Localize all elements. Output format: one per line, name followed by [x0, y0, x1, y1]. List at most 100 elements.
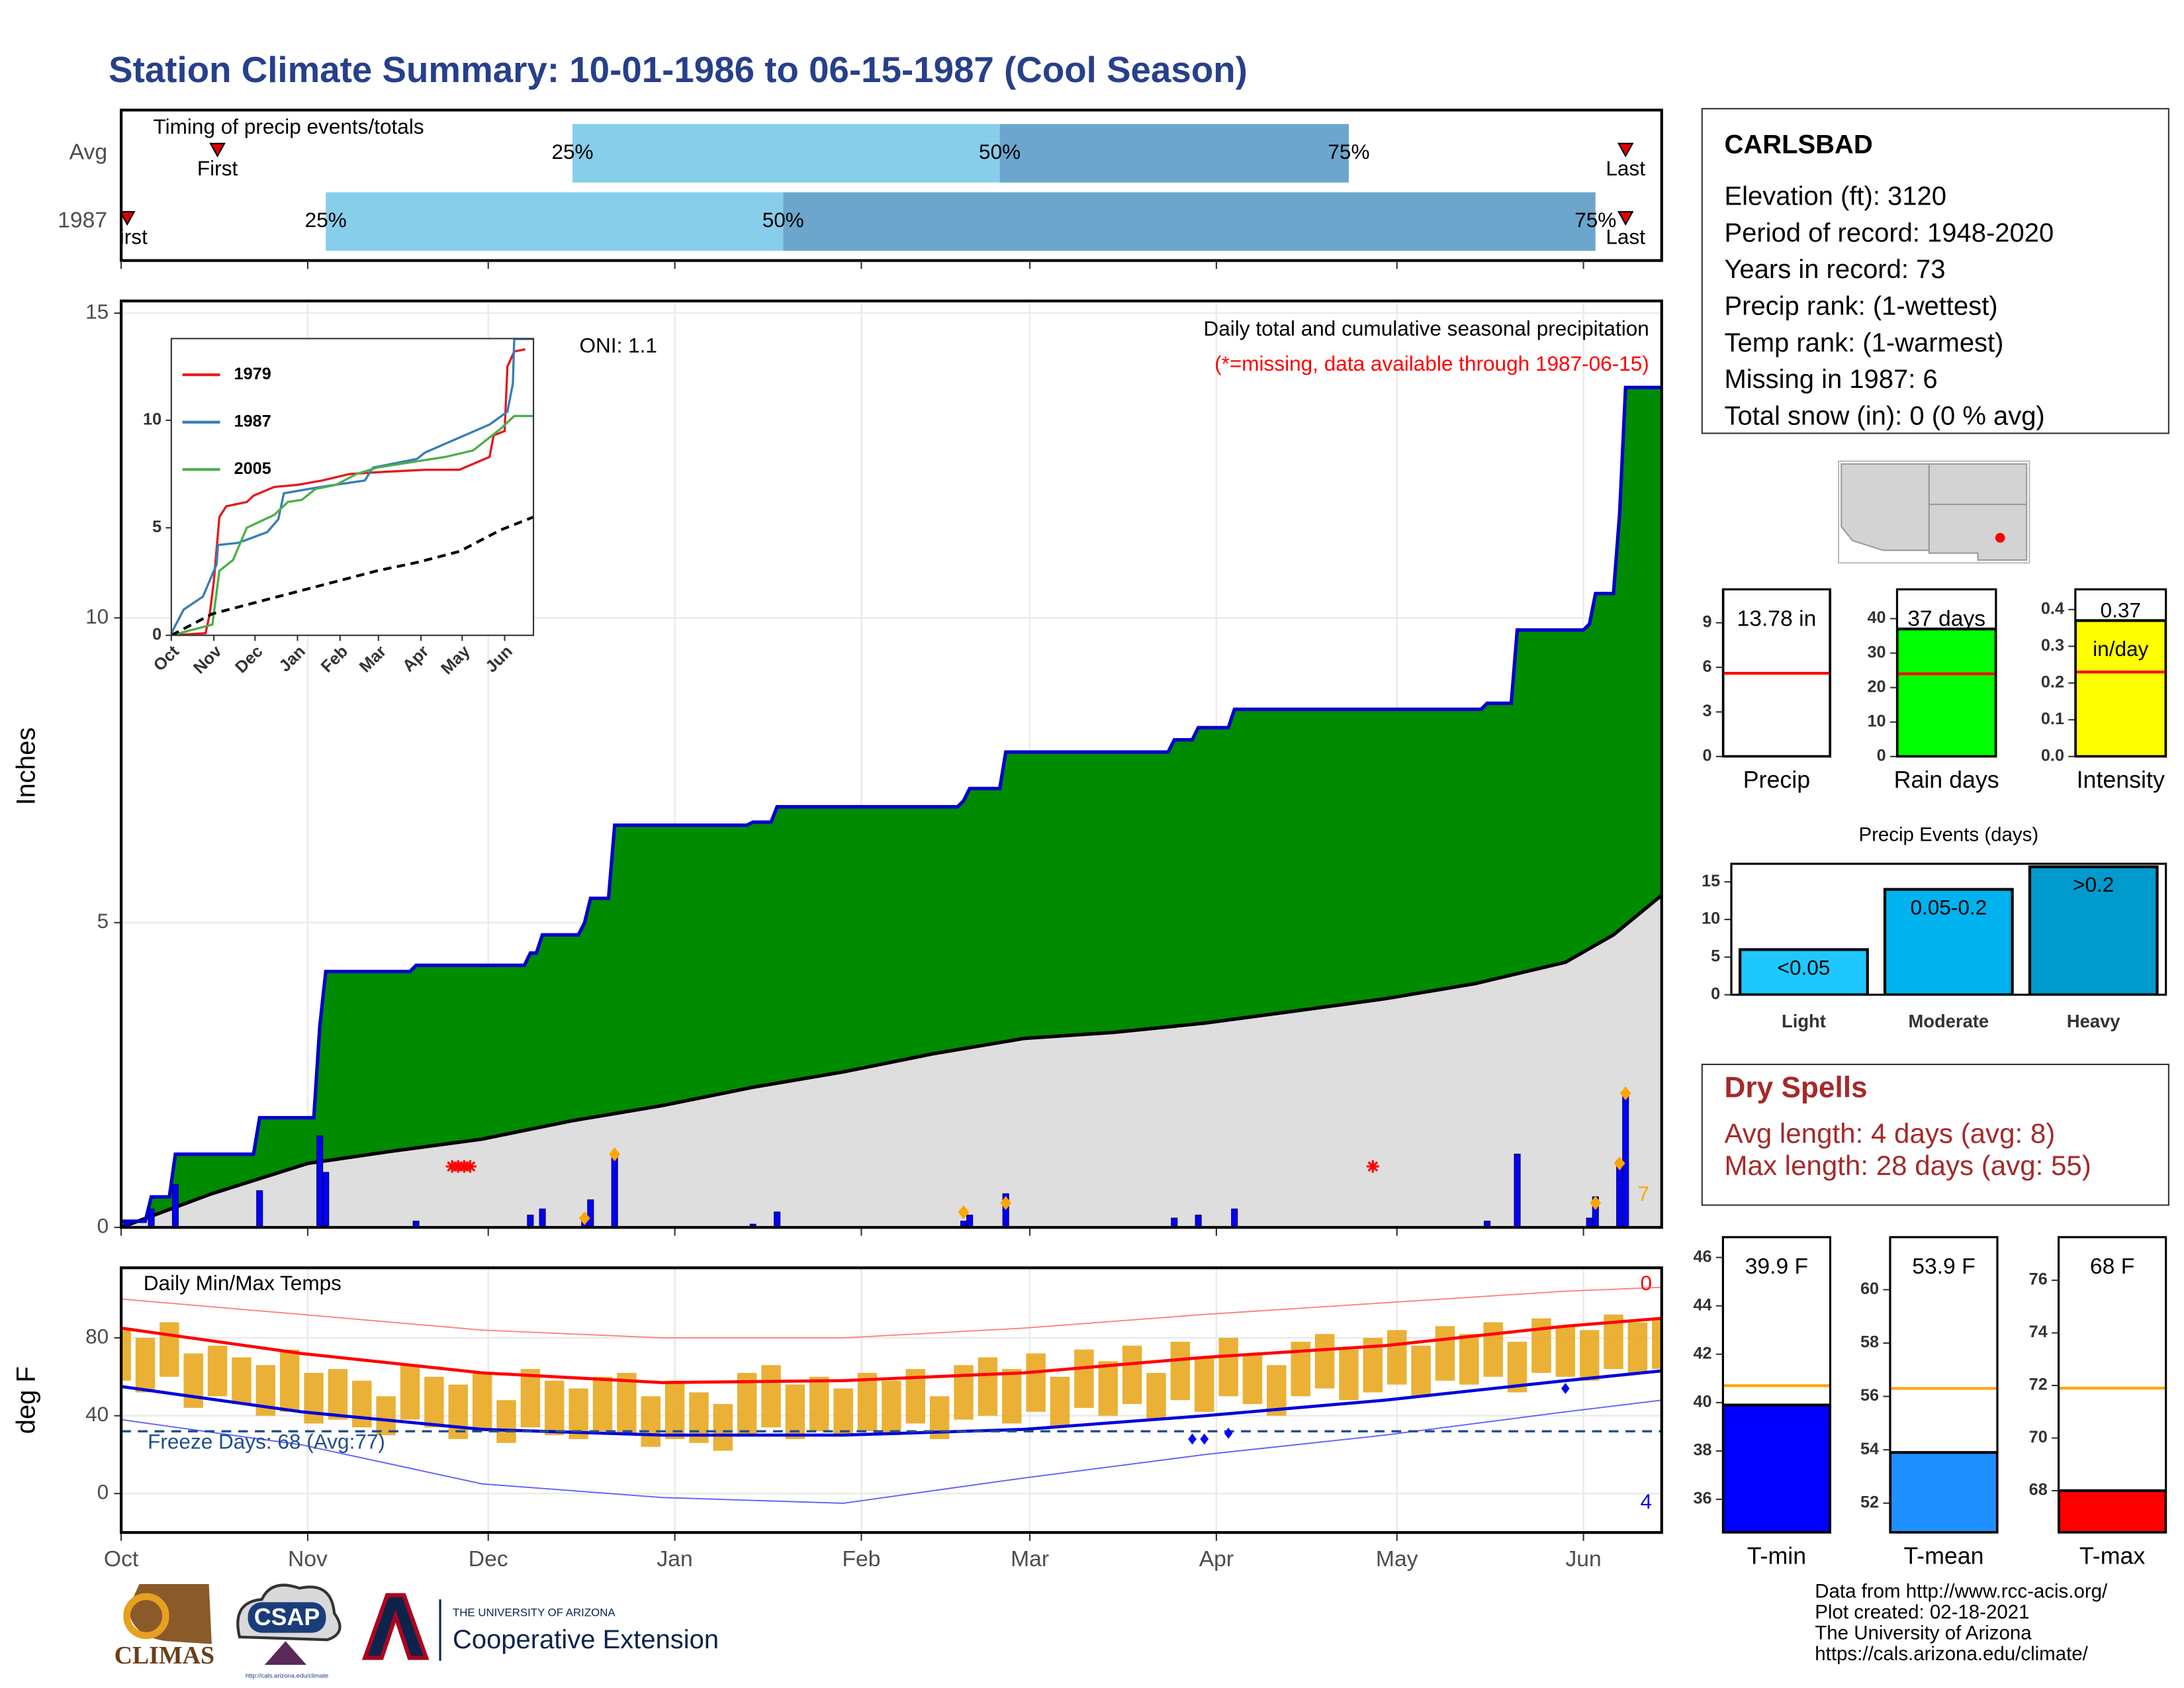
daily-bar [256, 1190, 263, 1228]
temp-bar [1002, 1369, 1022, 1424]
value-label: 68 F [2090, 1254, 2134, 1279]
y-tick-label: 0 [97, 1214, 109, 1238]
temp-bar [1339, 1349, 1359, 1401]
temp-bar [183, 1353, 203, 1408]
quantile-label: 25% [551, 140, 593, 164]
missing-marker [1366, 1160, 1379, 1173]
daily-bar [1002, 1193, 1009, 1228]
bar [1723, 589, 1831, 757]
daily-bar [1616, 1160, 1623, 1228]
quantile-label: 75% [1328, 140, 1369, 164]
timing-plot: Timing of precip events/totals 25% 50% 75% F… [107, 115, 1645, 251]
late-bar [999, 124, 1349, 183]
avg-max-line [121, 1317, 1662, 1384]
range-label: 0.05-0.2 [1910, 895, 1987, 919]
daily-bar [412, 1221, 420, 1228]
temp-bar [857, 1372, 878, 1432]
temp-bar [1387, 1330, 1407, 1385]
daily-bar [124, 1221, 131, 1228]
station-line: Total snow (in): 0 (0 % avg) [1724, 402, 2044, 431]
y-tick-label: 0 [97, 1480, 109, 1504]
temp-bar [1267, 1365, 1287, 1416]
cumulative-line [121, 385, 1662, 1223]
y-tick-label: 0.1 [2041, 710, 2064, 728]
first-marker [209, 142, 226, 158]
first-label: First [197, 156, 238, 180]
category-label: Light [1782, 1011, 1826, 1031]
first-label: First [107, 224, 148, 248]
daily-bar [539, 1208, 546, 1228]
y-tick-label: 5 [97, 909, 109, 933]
daily-bar [749, 1223, 756, 1228]
daily-bar [322, 1172, 330, 1228]
y-tick-label: 10 [1868, 712, 1886, 730]
category-label: T-max [2079, 1542, 2145, 1569]
y-tick-label: 10 [85, 604, 109, 628]
daily-bar [611, 1153, 618, 1228]
y-tick-label: 9 [1702, 612, 1711, 631]
value-label: 13.78 in [1737, 606, 1817, 631]
missing-marker [463, 1160, 477, 1173]
y-tick-label: 52 [1860, 1493, 1879, 1511]
temp-bar [496, 1400, 516, 1443]
value-label: 53.9 F [1912, 1254, 1975, 1279]
temp-bar [448, 1384, 469, 1439]
range-label: <0.05 [1778, 955, 1831, 979]
daily-bar [774, 1211, 781, 1228]
y-tick-label: 70 [2029, 1428, 2048, 1446]
x-tick-label: Feb [842, 1547, 880, 1571]
y-tick-label: 0.0 [2041, 747, 2064, 765]
temp-bar [592, 1376, 613, 1432]
panel-title: Daily total and cumulative seasonal prec… [1203, 316, 1649, 340]
category-label: Rain days [1894, 767, 1999, 793]
record-marker [1000, 1196, 1012, 1210]
category-label: T-min [1747, 1542, 1806, 1569]
y-tick-label: 42 [1693, 1344, 1711, 1362]
inset-plot [171, 338, 534, 635]
x-tick-label: Mar [1011, 1547, 1049, 1571]
record-marker [1224, 1427, 1233, 1439]
average-line [121, 894, 1662, 1228]
row-label: 1987 [58, 209, 107, 233]
temp-bar [641, 1396, 660, 1447]
station-line: Missing in 1987: 6 [1724, 365, 1937, 394]
value-label-bg [2079, 592, 2162, 612]
page-title: Station Climate Summary: 10-01-1986 to 0… [109, 49, 1248, 90]
y-tick-label: 15 [85, 299, 109, 323]
record-high-count: 0 [1640, 1271, 1652, 1295]
temp-bar [761, 1365, 781, 1428]
temp-bar [1314, 1334, 1335, 1389]
last-marker [1617, 211, 1634, 226]
x-tick-label: May [1376, 1547, 1418, 1571]
x-tick-label: Jan [657, 1547, 692, 1571]
y-tick-label: 0 [1711, 984, 1720, 1003]
panel-title: Precip Events (days) [1858, 824, 2038, 846]
avg-min-line [121, 1369, 1662, 1437]
station-line: Precip rank: (1-wettest) [1724, 292, 1997, 321]
temp-bar [545, 1380, 565, 1436]
y-tick-label: 60 [1860, 1280, 1879, 1298]
mini-plot [1889, 1387, 1997, 1533]
mini-plot [2075, 619, 2166, 757]
temp-bar [954, 1365, 974, 1420]
temp-bar [785, 1384, 805, 1439]
record-count: 7 [1638, 1182, 1650, 1205]
daily-bar [1514, 1153, 1521, 1228]
series-line [171, 516, 534, 635]
series-line [171, 414, 534, 635]
last-label: Last [1606, 156, 1645, 180]
legend-label: 1987 [234, 412, 271, 430]
panel-frame [119, 1266, 1663, 1534]
temp-bar [207, 1345, 228, 1397]
bar [1889, 1451, 1997, 1533]
first-marker [121, 211, 136, 226]
credit-line: Data from http://www.rcc-acis.org/ [1815, 1580, 2108, 1602]
y-tick-label: 46 [1693, 1247, 1711, 1266]
quantile-label: 50% [979, 140, 1021, 164]
temp-bar [424, 1376, 444, 1428]
y-tick-label: 0.4 [2041, 599, 2064, 618]
legend-label: 2005 [234, 459, 271, 478]
x-tick-label: Apr [1199, 1547, 1234, 1571]
